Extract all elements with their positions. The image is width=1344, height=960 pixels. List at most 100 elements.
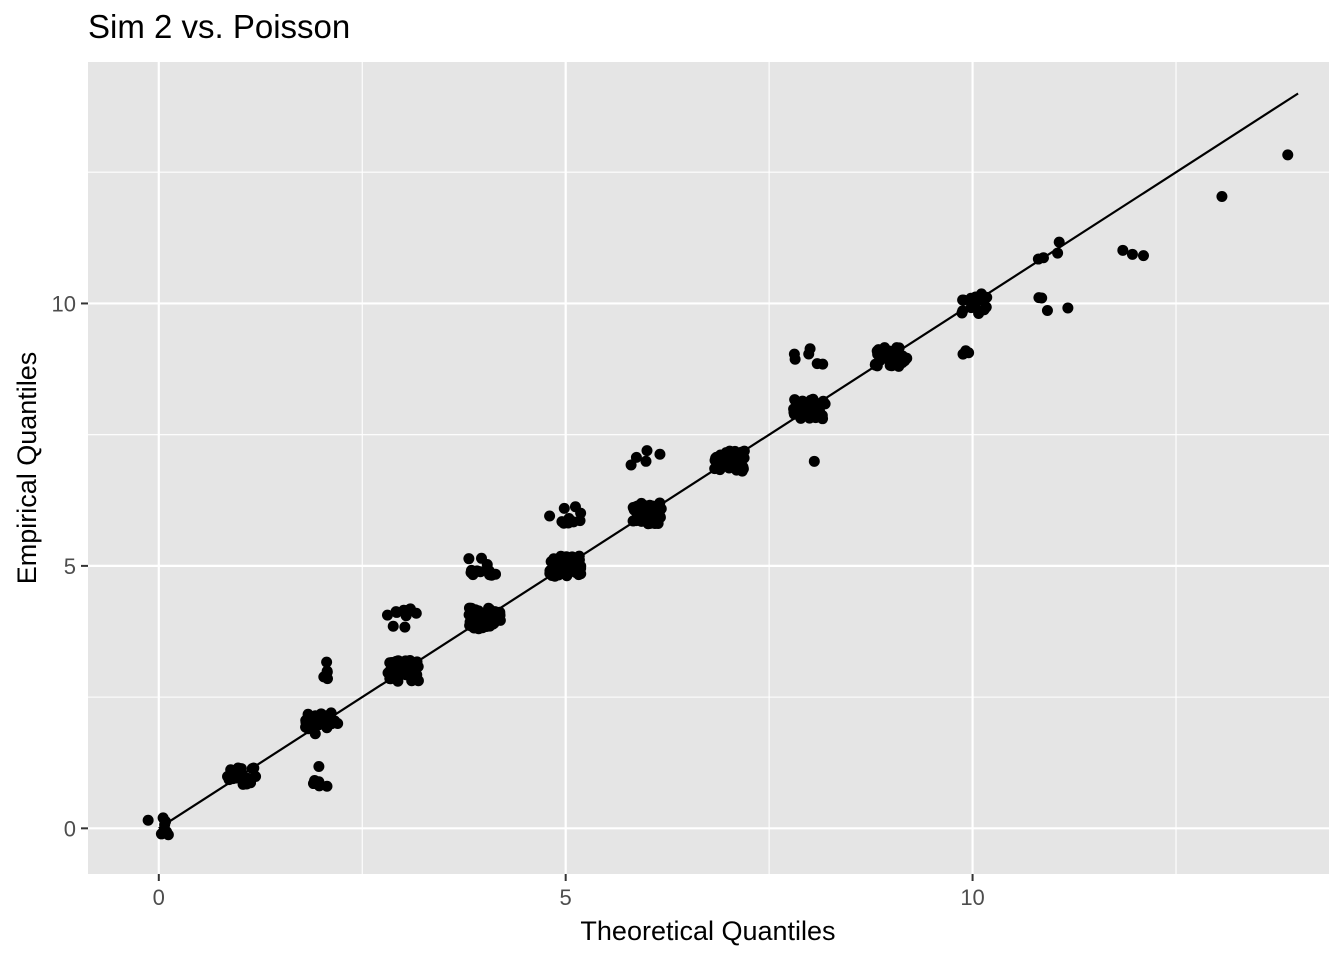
data-point xyxy=(1053,236,1065,248)
data-point xyxy=(309,728,321,740)
data-point xyxy=(1126,248,1138,260)
data-point xyxy=(957,305,969,317)
data-point xyxy=(550,562,562,574)
data-point xyxy=(321,780,333,792)
data-point xyxy=(549,570,561,582)
data-point xyxy=(481,558,493,570)
data-point xyxy=(973,308,985,320)
data-point xyxy=(313,776,325,788)
data-point xyxy=(466,620,478,632)
data-point xyxy=(789,353,801,365)
data-point xyxy=(730,453,742,465)
data-point xyxy=(463,553,475,565)
data-point xyxy=(313,761,325,773)
data-point xyxy=(793,398,805,410)
data-point xyxy=(241,775,253,787)
data-point xyxy=(381,609,393,621)
data-point xyxy=(558,502,570,514)
data-point xyxy=(544,510,556,522)
data-point xyxy=(332,718,344,730)
data-point xyxy=(387,620,399,632)
data-point xyxy=(1137,250,1149,262)
data-point xyxy=(970,291,982,303)
y-tick-label: 10 xyxy=(52,291,76,316)
x-tick-label: 10 xyxy=(960,885,984,910)
data-point xyxy=(891,342,903,354)
data-point xyxy=(398,604,410,616)
data-point xyxy=(320,713,332,725)
x-tick-label: 0 xyxy=(153,885,165,910)
data-point xyxy=(1041,304,1053,316)
data-point xyxy=(1282,149,1294,161)
data-point xyxy=(308,717,320,729)
data-point xyxy=(804,343,816,355)
data-point xyxy=(248,762,260,774)
data-point xyxy=(1117,244,1129,256)
data-point xyxy=(630,451,642,463)
data-point xyxy=(810,412,822,424)
data-point xyxy=(406,666,418,678)
data-point xyxy=(709,463,721,475)
data-point xyxy=(569,501,581,513)
data-point xyxy=(1037,252,1049,264)
data-point xyxy=(901,352,913,364)
data-point xyxy=(877,349,889,361)
data-point xyxy=(640,455,652,467)
data-point xyxy=(488,607,500,619)
data-point xyxy=(142,814,154,826)
data-point xyxy=(1052,247,1064,259)
y-tick-label: 5 xyxy=(64,554,76,579)
data-point xyxy=(1216,191,1228,203)
chart-title: Sim 2 vs. Poisson xyxy=(88,8,351,45)
data-point xyxy=(655,503,667,515)
data-point xyxy=(404,655,416,667)
data-point xyxy=(1036,292,1048,304)
data-point xyxy=(808,455,820,467)
data-point xyxy=(382,667,394,679)
data-point xyxy=(963,347,975,359)
data-point xyxy=(465,564,477,576)
data-point xyxy=(390,655,402,667)
x-axis-title: Theoretical Quantiles xyxy=(580,916,835,946)
data-point xyxy=(574,515,586,527)
data-point xyxy=(871,360,883,372)
data-point xyxy=(788,406,800,418)
data-point xyxy=(641,445,653,457)
data-point xyxy=(568,564,580,576)
data-point xyxy=(321,666,333,678)
data-point xyxy=(160,815,172,827)
data-point xyxy=(490,568,502,580)
data-point xyxy=(635,515,647,527)
data-point xyxy=(463,609,475,621)
data-point xyxy=(321,656,333,668)
data-point xyxy=(399,621,411,633)
data-point xyxy=(969,299,981,311)
data-point xyxy=(807,397,819,409)
data-point xyxy=(155,828,167,840)
data-point xyxy=(556,516,568,528)
major-gridlines xyxy=(88,62,1329,874)
plot-panel xyxy=(88,62,1329,874)
data-point xyxy=(548,553,560,565)
data-point xyxy=(884,359,896,371)
data-point xyxy=(811,358,823,370)
data-points xyxy=(142,149,1294,841)
data-point xyxy=(476,622,488,634)
y-tick-label: 0 xyxy=(64,816,76,841)
data-point xyxy=(724,445,736,457)
minor-gridlines xyxy=(88,62,1329,874)
data-point xyxy=(230,772,242,784)
x-axis-ticks: 0 5 10 xyxy=(153,874,985,910)
data-point xyxy=(654,448,666,460)
data-point xyxy=(235,763,247,775)
x-tick-label: 5 xyxy=(560,885,572,910)
data-point xyxy=(412,675,424,687)
data-point xyxy=(737,461,749,473)
data-point xyxy=(1062,302,1074,314)
data-point xyxy=(710,452,722,464)
data-point xyxy=(641,503,653,515)
data-point xyxy=(394,667,406,679)
y-axis-title: Empirical Quantiles xyxy=(12,352,42,585)
data-point xyxy=(566,551,578,563)
